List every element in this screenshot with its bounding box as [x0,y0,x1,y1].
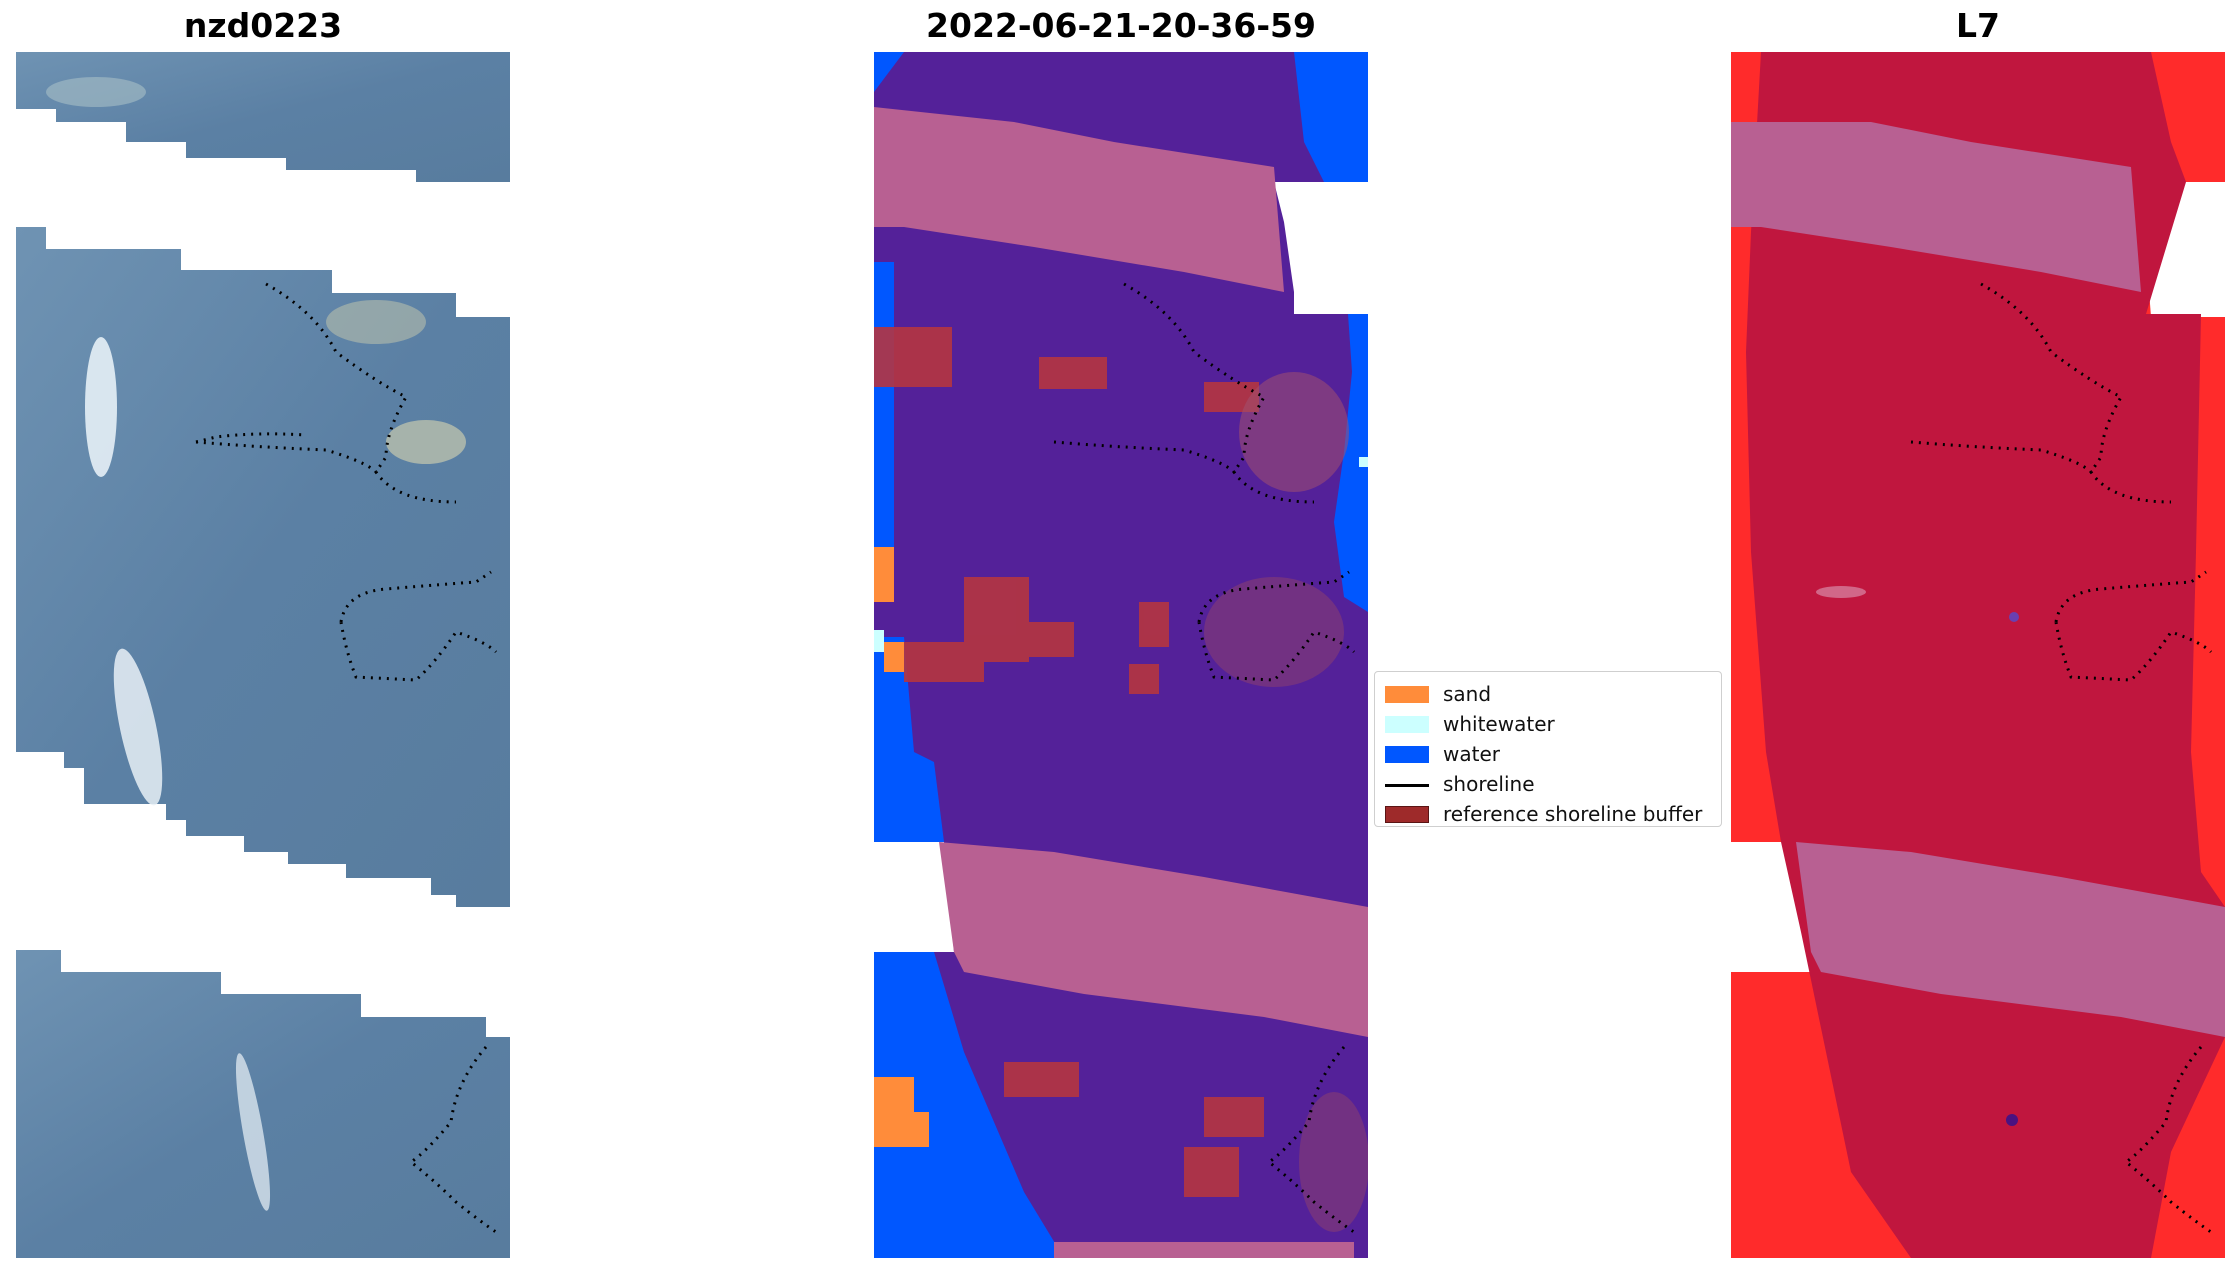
legend-item-reference-buffer: reference shoreline buffer [1385,799,1711,829]
legend-label: shoreline [1443,772,1535,796]
shoreline-contour [339,570,498,682]
right-panel-title: L7 [1956,6,2000,45]
sand-cell [884,642,904,672]
beach-tint [1204,577,1344,687]
rgb-image-main [16,227,510,907]
buffer-cell [1139,602,1169,647]
legend: sand whitewater water shoreline referenc… [1374,671,1722,827]
beach-tint [1299,1092,1368,1232]
beach-tint [1239,372,1349,492]
sand-region [874,1077,929,1147]
water-region [874,262,894,572]
left-panel-title: nzd0223 [183,6,343,45]
buffer-band [1796,842,2225,1037]
buffer-cell [1039,357,1107,389]
legend-label: whitewater [1443,712,1555,736]
buffer-cell [874,327,952,387]
buffer-cell [1029,622,1074,657]
rgb-image-strip-top [16,52,510,182]
sand-swatch [1385,685,1429,703]
buffer-cell [1004,1062,1079,1097]
water-region [874,952,1064,1258]
index-dot [2006,1114,2018,1126]
legend-label: sand [1443,682,1492,706]
sand-cell [874,547,894,602]
water-region [874,52,904,92]
surf-highlight [85,337,117,477]
buffer-cell [1184,1147,1239,1197]
shoreline-contour [1197,570,1356,682]
legend-label: reference shoreline buffer [1443,802,1703,826]
index-dot [2009,612,2019,622]
buffer-band [1731,122,2141,292]
classification-panel [874,52,1368,1258]
rgb-image-bottom [16,950,510,1258]
legend-item-water: water [1385,739,1711,769]
water-region [1334,314,1368,612]
buffer-cell [904,642,984,682]
buffer-band [939,842,1368,1037]
nodata-region [874,842,954,952]
buffer-cell [1204,1097,1264,1137]
buffer-band [1054,1242,1354,1258]
buffer-cell [1129,664,1159,694]
beach-patch [46,77,146,107]
water-region [874,637,944,842]
beach-patch [386,420,466,464]
water-region [1294,52,1368,182]
legend-label: water [1443,742,1500,766]
rgb-image-panel [16,52,510,1258]
middle-panel-title: 2022-06-21-20-36-59 [926,6,1316,45]
whitewater-cell [1359,457,1368,467]
legend-item-whitewater: whitewater [1385,709,1711,739]
whitewater-swatch [1385,715,1429,733]
surf-highlight [235,1053,271,1211]
buffer-band [874,107,1284,292]
legend-item-shoreline: shoreline [1385,769,1711,799]
buffer-swatch [1385,805,1429,823]
nodata-region [1274,182,1368,314]
whitewater-cell [874,630,884,652]
shoreline-contour [2054,570,2213,682]
water-swatch [1385,745,1429,763]
beach-patch [326,300,426,344]
shoreline-line-swatch [1385,776,1429,793]
index-highlight [1816,586,1866,598]
index-panel [1731,52,2225,1258]
legend-item-sand: sand [1385,679,1711,709]
surf-highlight [113,648,163,806]
